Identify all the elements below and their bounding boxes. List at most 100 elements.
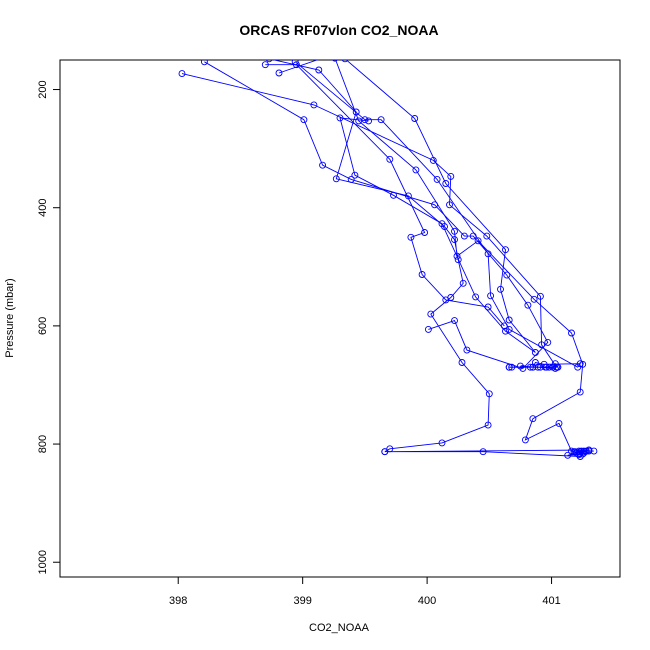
data-point [431, 201, 439, 209]
data-point [351, 171, 359, 179]
data-point [575, 447, 583, 455]
data-point [386, 445, 394, 453]
data-point [451, 227, 458, 235]
y-axis: 200 400 600 800 1000 [37, 80, 60, 574]
data-point [484, 303, 492, 311]
series-line [204, 61, 549, 369]
y-tick-label: 200 [37, 80, 49, 98]
data-point [529, 415, 537, 423]
data-point [275, 69, 283, 77]
data-point [438, 439, 446, 447]
data-point [377, 116, 385, 124]
y-tick-label: 400 [37, 199, 49, 217]
data-point [411, 115, 419, 122]
data-point [555, 419, 563, 427]
data-point [551, 360, 559, 368]
data-point [336, 114, 344, 122]
data-point [472, 293, 480, 301]
data-point [332, 60, 338, 62]
data-point [544, 338, 552, 346]
data-point [352, 108, 360, 116]
data-point [564, 451, 572, 459]
data-point [347, 175, 355, 183]
data-point [361, 116, 369, 124]
data-point [505, 316, 513, 324]
data-point [503, 271, 511, 279]
data-point [460, 232, 468, 240]
data-point [497, 285, 504, 293]
data-point [381, 448, 389, 456]
data-point [451, 317, 458, 325]
data-point [454, 256, 462, 264]
data-point [442, 180, 450, 187]
data-point [310, 101, 318, 109]
chart-title: ORCAS RF07vlon CO2_NOAA [239, 22, 438, 38]
data-point [483, 232, 491, 240]
data-point [265, 60, 273, 63]
data-point [453, 252, 461, 260]
data-point [580, 449, 588, 457]
data-point [292, 61, 300, 69]
data-point [427, 310, 435, 318]
data-point [574, 363, 582, 371]
data-point [200, 60, 208, 66]
data-point [526, 363, 534, 371]
data-point [529, 363, 537, 371]
data-point [421, 229, 429, 236]
y-axis-label: Pressure (mbar) [4, 278, 16, 357]
data-point [365, 117, 373, 125]
data-point [446, 201, 453, 209]
data-point [534, 363, 542, 371]
data-point [502, 246, 509, 254]
x-tick-label: 398 [169, 595, 187, 607]
y-tick-label: 600 [37, 317, 49, 335]
data-point [516, 362, 524, 370]
x-tick-label: 400 [418, 595, 436, 607]
data-point [332, 175, 340, 183]
data-point [319, 161, 327, 169]
plot-frame [59, 59, 621, 578]
data-point [433, 175, 441, 183]
data-point [438, 220, 446, 228]
data-point [407, 233, 415, 241]
data-point [485, 390, 493, 398]
data-point [571, 448, 579, 456]
data-point [554, 363, 562, 371]
data-point [538, 341, 546, 349]
data-point [479, 448, 487, 456]
data-point [451, 236, 458, 244]
x-axis-label: CO2_NOAA [309, 622, 370, 634]
data-point [502, 327, 509, 335]
data-point [418, 271, 426, 278]
data-point [531, 349, 539, 356]
data-point [500, 322, 508, 330]
data-point [568, 329, 575, 337]
data-point [576, 360, 584, 368]
data-point [442, 296, 450, 304]
series-line [265, 64, 505, 327]
data-point [341, 60, 349, 63]
data-point [178, 70, 186, 78]
data-point [315, 66, 323, 74]
data-point [412, 166, 420, 174]
data-point [447, 172, 455, 180]
data-point [524, 301, 532, 309]
data-point [390, 191, 397, 199]
data-point [463, 346, 471, 354]
data-point [543, 363, 551, 371]
data-point [386, 155, 394, 163]
data-point [521, 436, 529, 444]
data-point [474, 237, 482, 245]
data-point [585, 446, 593, 454]
data-point [576, 388, 584, 396]
data-point [505, 325, 513, 333]
data-point [459, 279, 467, 287]
plot-area [178, 60, 598, 460]
data-point [458, 359, 466, 366]
data-point [261, 61, 269, 69]
y-tick-label: 800 [37, 435, 49, 453]
data-point [484, 250, 492, 258]
data-point [424, 325, 432, 333]
